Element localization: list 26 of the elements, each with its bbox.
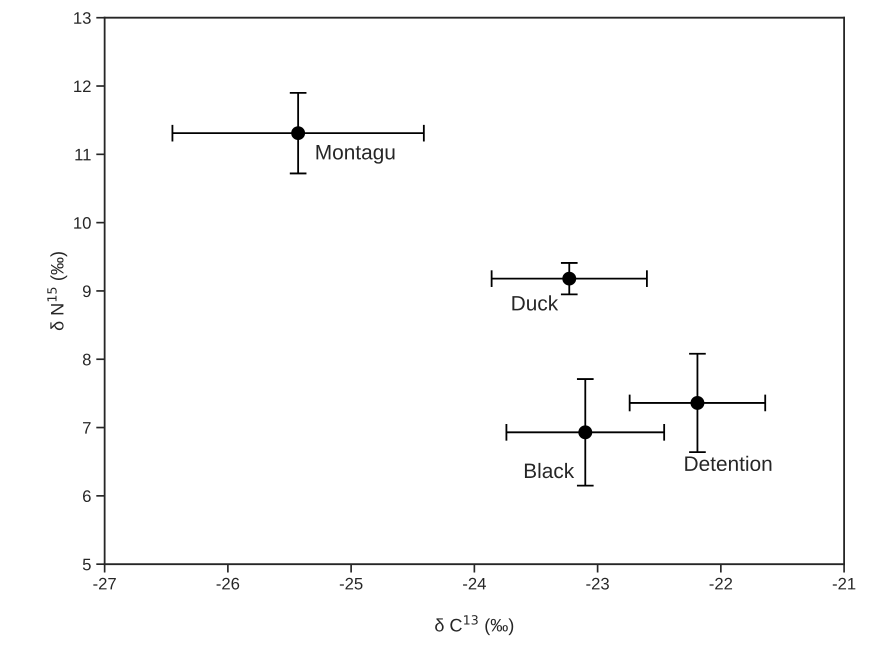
point [291, 126, 306, 140]
y-tick-label: 5 [82, 558, 91, 570]
annotation: Black [524, 462, 574, 478]
x-tick-label: -24 [463, 578, 486, 590]
y-tick-label: 12 [74, 80, 91, 92]
x-tick-label: -26 [216, 578, 240, 590]
x-tick-label: -23 [586, 578, 609, 590]
x-axis-title: δ C$^{13}$ (‰) [435, 615, 514, 636]
annotation: Detention [685, 456, 772, 472]
y-tick-label: 9 [82, 285, 91, 298]
y-tick-label: 13 [74, 12, 91, 24]
x-tick-label: -22 [710, 578, 732, 590]
y-tick-label: 11 [75, 148, 91, 160]
point [578, 425, 592, 440]
annotation: Montagu [316, 145, 394, 164]
y-tick-label: 10 [74, 217, 91, 229]
y-tick-label: 7 [83, 422, 91, 434]
annotation: Duck [512, 295, 558, 311]
point [562, 272, 576, 286]
y-tick-label: 6 [83, 490, 91, 502]
x-tick-label: -25 [340, 578, 362, 590]
x-tick-label: -21 [832, 578, 856, 590]
x-tick-label: -27 [93, 578, 116, 590]
point [690, 396, 704, 410]
y-axis-title: δ N$^{15}$ (‰) [47, 252, 68, 330]
y-tick-label: 8 [82, 354, 91, 366]
